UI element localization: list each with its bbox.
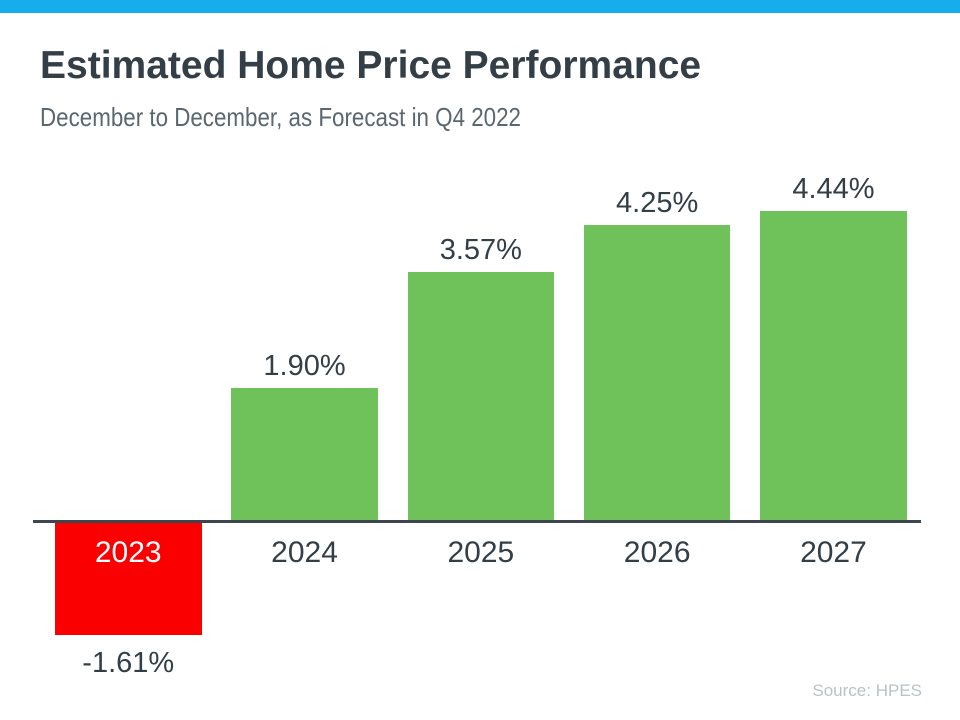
value-label-2026: 4.25% <box>616 186 699 219</box>
value-label-2023: -1.61% <box>82 646 175 679</box>
year-label-2027: 2027 <box>800 536 867 569</box>
page-title: Estimated Home Price Performance <box>40 44 702 87</box>
bar-2023 <box>55 523 202 635</box>
year-label-2024: 2024 <box>271 536 338 569</box>
year-label-2026: 2026 <box>623 536 691 569</box>
bar-2027 <box>760 211 907 520</box>
value-label-2025: 3.57% <box>439 233 522 266</box>
page-subtitle: December to December, as Forecast in Q4 … <box>40 102 521 132</box>
source-note: Source: HPES <box>812 681 922 700</box>
value-label-2024: 1.90% <box>263 349 346 382</box>
value-label-2027: 4.44% <box>792 173 875 206</box>
year-label-2023: 2023 <box>94 536 162 569</box>
year-label-2025: 2025 <box>447 536 515 569</box>
bar-2025 <box>407 271 555 520</box>
top-accent-bar <box>0 0 960 13</box>
x-axis-line <box>33 520 921 523</box>
bar-2024 <box>231 387 378 520</box>
bar-2026 <box>583 224 731 520</box>
